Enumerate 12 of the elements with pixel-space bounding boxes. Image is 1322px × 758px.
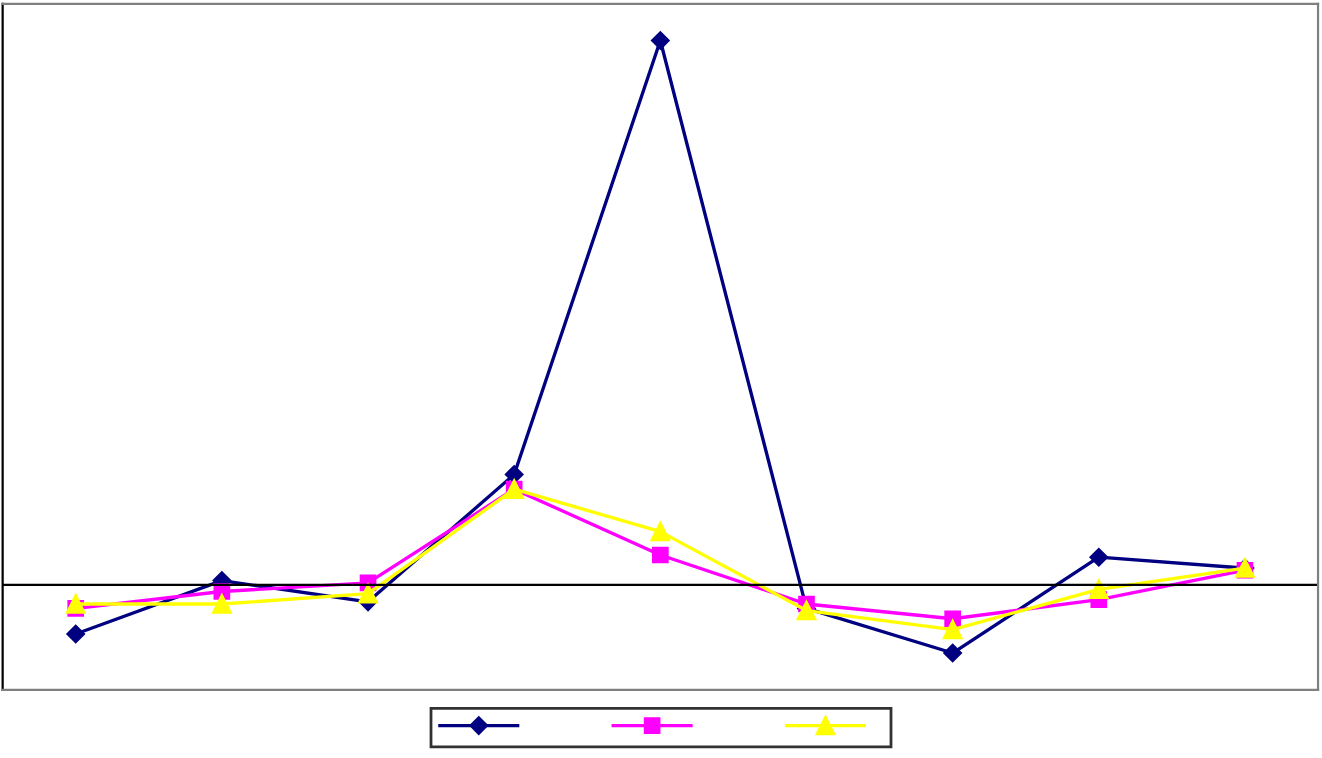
point (66, 624, 85, 644)
point (358, 583, 378, 604)
point (652, 546, 669, 564)
point (650, 521, 671, 542)
point (943, 643, 962, 663)
point (1089, 547, 1109, 567)
point (1089, 579, 1109, 600)
point (212, 594, 232, 614)
point (66, 594, 86, 614)
point (942, 619, 963, 640)
point (504, 465, 524, 484)
point (651, 31, 670, 50)
